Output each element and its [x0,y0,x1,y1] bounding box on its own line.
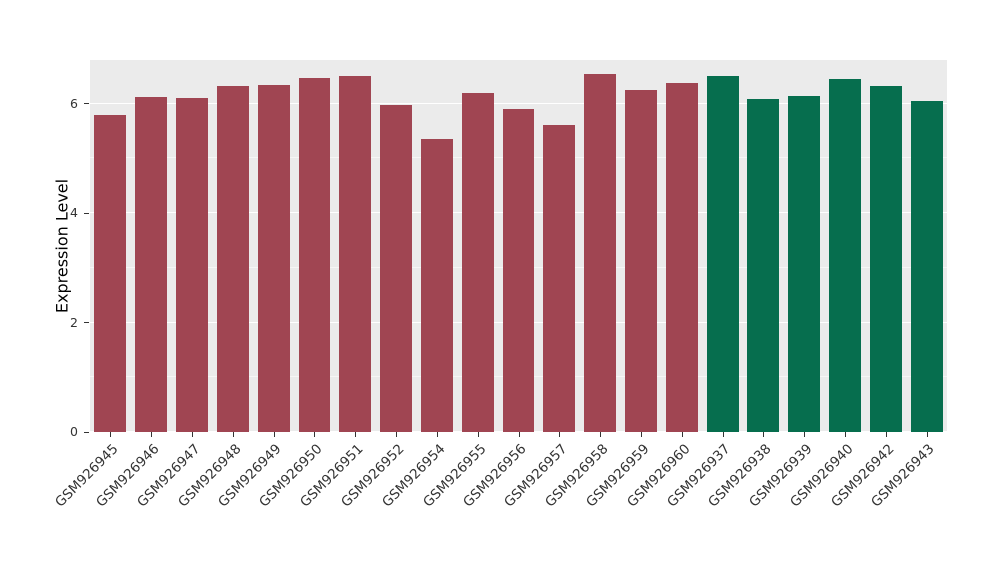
x-slot: GSM926945 [52,432,131,552]
x-tick-mark [926,432,928,437]
bar-slot [702,60,743,432]
x-slot: GSM926959 [583,432,662,552]
x-slot: GSM926940 [787,432,866,552]
bar-GSM926943 [910,101,943,432]
bar-GSM926955 [461,92,494,432]
bar-GSM926958 [584,73,617,432]
bar-GSM926949 [257,84,290,432]
bar-slot [417,60,458,432]
bar-slot [131,60,172,432]
bar-GSM926939 [788,95,821,432]
y-tick-label: 2 [70,314,78,330]
bar-slot [784,60,825,432]
y-tick-mark [84,322,89,324]
x-slot: GSM926951 [297,432,376,552]
x-tick-mark [355,432,357,437]
bar-slot [498,60,539,432]
plot-panel [90,60,947,432]
bar-slot [335,60,376,432]
bar-slot [661,60,702,432]
bar-slot [212,60,253,432]
y-tick-mark [84,212,89,214]
x-tick-mark [110,432,112,437]
bar-slot [580,60,621,432]
x-tick-mark [192,432,194,437]
y-tick-mark [84,103,89,105]
x-slot: GSM926952 [338,432,417,552]
x-slot: GSM926943 [869,432,947,552]
x-slot: GSM926942 [828,432,906,552]
x-slot: GSM926937 [664,432,743,552]
bar-GSM926942 [869,85,902,432]
y-tick-label: 6 [70,95,78,111]
x-tick-mark [436,432,438,437]
bar-slot [825,60,866,432]
y-tick-mark [84,431,89,433]
x-tick-mark [640,432,642,437]
x-slot: GSM926948 [175,432,253,552]
bar-slot [865,60,906,432]
bar-slot [294,60,335,432]
x-slot: GSM926958 [542,432,621,552]
y-axis-title: Expression Level [52,178,72,314]
x-tick-mark [885,432,887,437]
x-slot: GSM926939 [746,432,825,552]
x-slot: GSM926949 [216,432,294,552]
bar-slot [457,60,498,432]
bar-slot [743,60,784,432]
x-slot: GSM926947 [134,432,213,552]
bar-GSM926959 [625,90,657,432]
x-slot: GSM926957 [501,432,580,552]
bar-GSM926957 [543,124,576,432]
bar-GSM926945 [94,114,127,432]
bar-GSM926956 [502,109,535,432]
bar-GSM926951 [339,76,372,432]
x-slot: GSM926960 [624,432,702,552]
x-tick-mark [151,432,153,437]
x-tick-mark [845,432,847,437]
x-tick-mark [763,432,765,437]
bar-GSM926952 [380,104,412,432]
gridline-major [90,102,947,104]
x-slot: GSM926954 [379,432,458,552]
bar-slot [376,60,417,432]
x-tick-mark [314,432,316,437]
bar-slot [906,60,947,432]
bar-slot [539,60,580,432]
x-tick-mark [559,432,561,437]
x-tick-mark [232,432,234,437]
y-tick-label: 0 [70,424,78,439]
x-tick-mark [518,432,520,437]
bar-GSM926938 [747,99,780,432]
bar-GSM926960 [665,82,698,432]
x-slot: GSM926946 [93,432,172,552]
bar-slot [253,60,294,432]
bar-GSM926950 [298,78,331,432]
x-tick-mark [273,432,275,437]
x-tick-mark [477,432,479,437]
bar-slot [621,60,662,432]
x-tick-mark [722,432,724,437]
x-slot: GSM926950 [256,432,335,552]
x-slot: GSM926956 [460,432,539,552]
bar-GSM926937 [706,76,739,432]
x-slot: GSM926955 [420,432,498,552]
bar-GSM926948 [216,85,249,432]
bar-GSM926946 [135,96,168,432]
x-tick-mark [396,432,398,437]
bar-GSM926947 [176,98,208,432]
bars-container [90,60,947,432]
bar-slot [90,60,131,432]
x-tick-mark [681,432,683,437]
y-tick-label: 4 [70,205,78,221]
bar-slot [172,60,213,432]
x-axis: GSM926945 GSM926946 GSM926947 GSM926948 GSM9… [52,432,947,552]
x-tick-mark [804,432,806,437]
bar-GSM926940 [829,79,861,432]
x-tick-mark [600,432,602,437]
x-slot: GSM926938 [705,432,784,552]
bar-GSM926954 [420,139,453,432]
